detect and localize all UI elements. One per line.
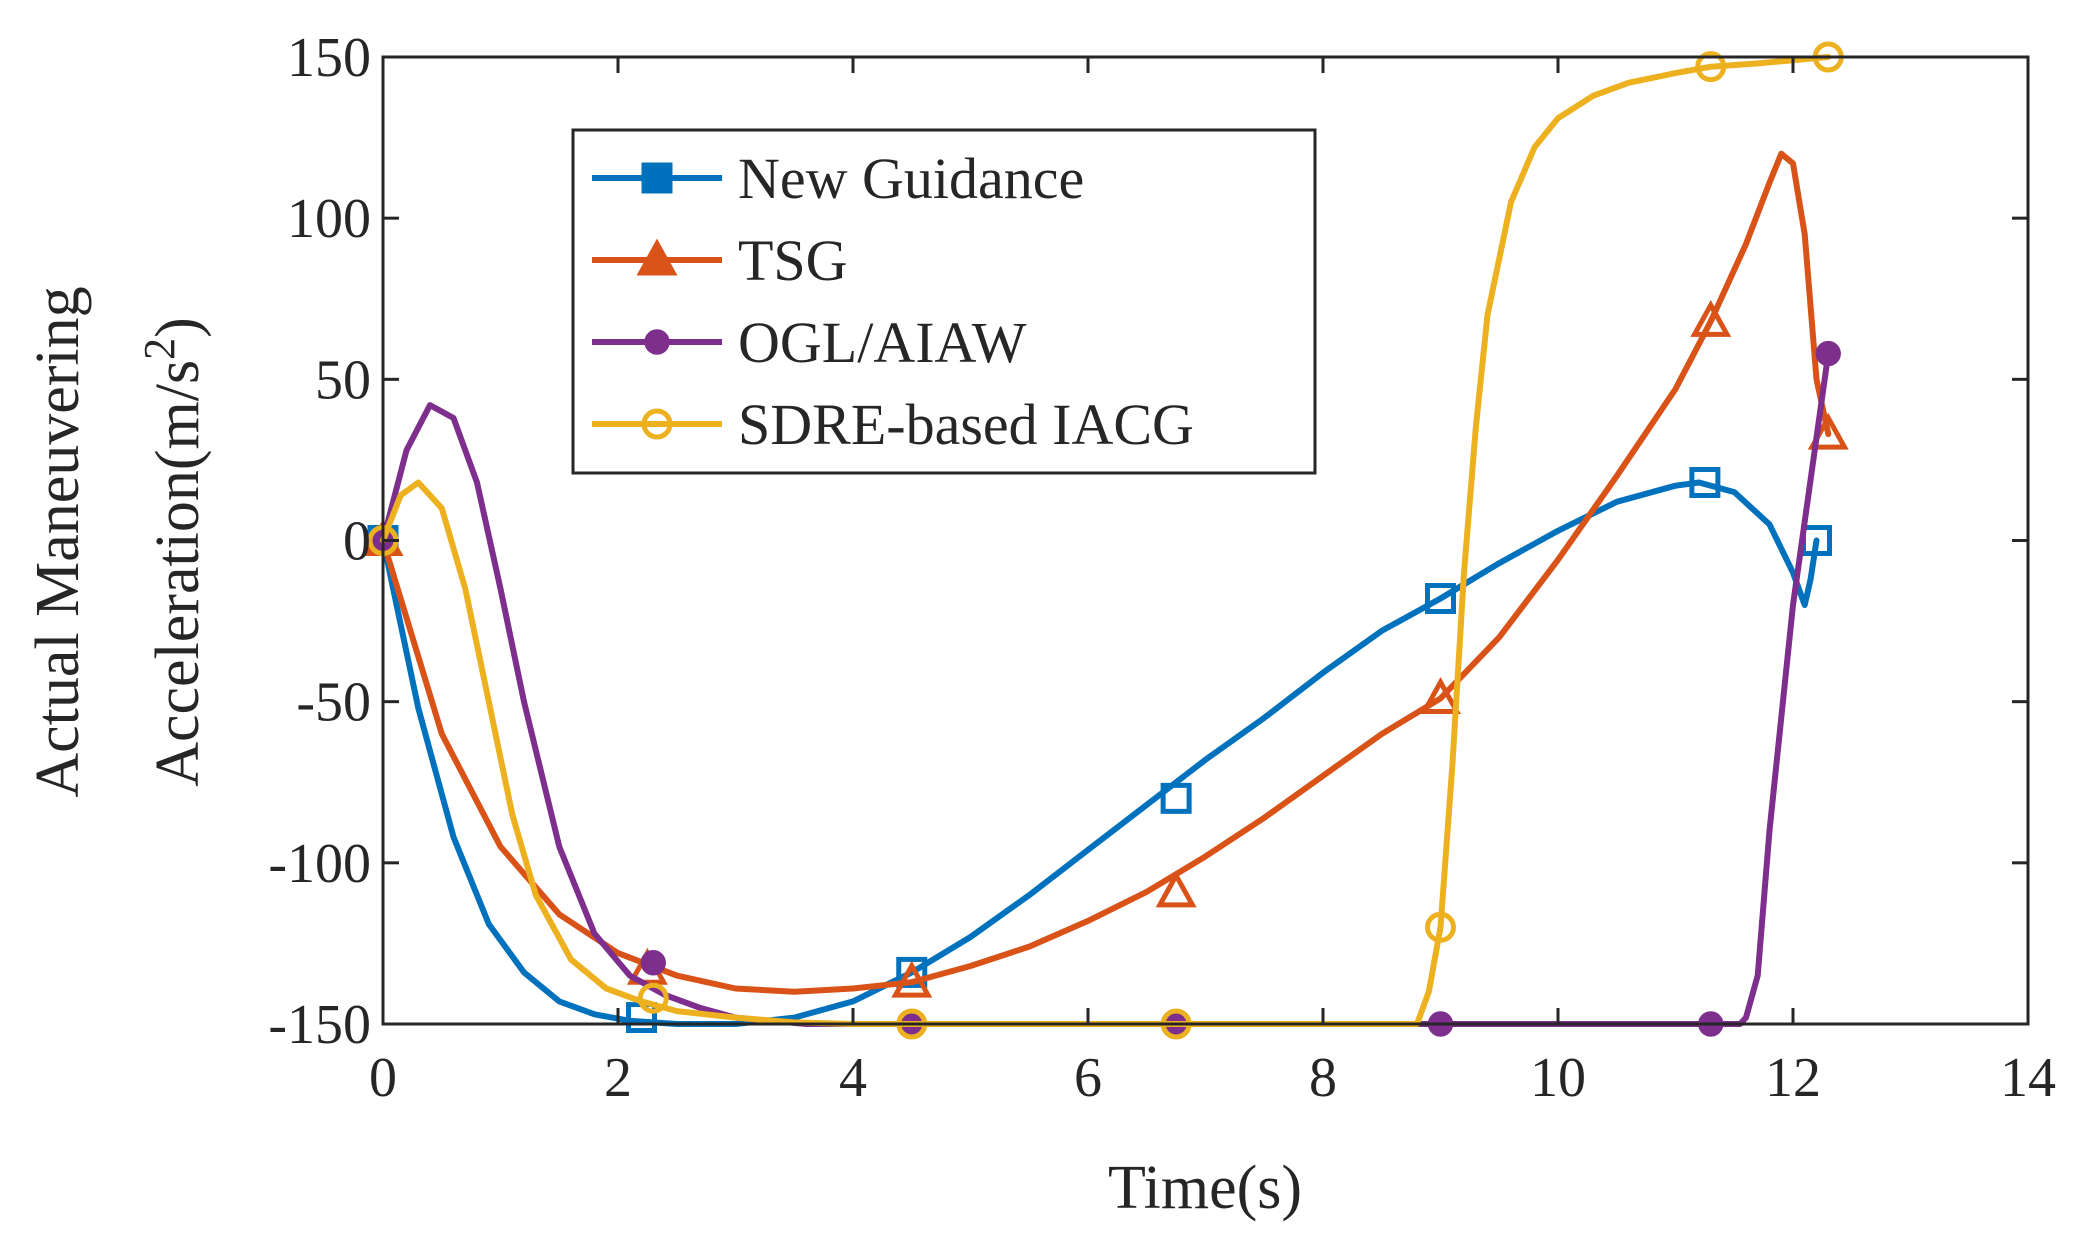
x-tick-label: 6	[1074, 1047, 1102, 1109]
y-tick-label: 150	[287, 27, 371, 89]
y-tick-label: -100	[268, 833, 371, 895]
series-marker	[1160, 782, 1192, 814]
x-tick-label: 0	[369, 1047, 397, 1109]
series-marker	[637, 982, 669, 1014]
x-tick-label: 12	[1765, 1047, 1821, 1109]
x-tick-label: 2	[604, 1047, 632, 1109]
y-tick-label: 0	[343, 511, 371, 573]
legend: New Guidance TSG OGL/AIAW SDRE-based IACG	[571, 128, 1317, 475]
y-tick-label: 50	[315, 349, 371, 411]
y-axis-label-line1: Actual Maneuvering	[24, 286, 92, 797]
y-axis-label-line2: Acceleration(m/s2)	[135, 317, 212, 787]
x-tick-label: 8	[1309, 1047, 1337, 1109]
series-marker	[1690, 299, 1732, 337]
series-marker	[1815, 340, 1841, 367]
series-marker	[1689, 466, 1721, 498]
legend-label: TSG	[738, 228, 848, 293]
legend-label: SDRE-based IACG	[738, 392, 1194, 457]
legend-marker	[641, 408, 673, 440]
legend-label: New Guidance	[738, 146, 1084, 211]
legend-marker	[644, 329, 670, 355]
series-marker	[896, 956, 928, 988]
legend-entry: TSG	[592, 228, 848, 293]
series-marker	[891, 960, 933, 998]
legend-entry: New Guidance	[592, 146, 1084, 211]
x-tick-label: 4	[839, 1047, 867, 1109]
y-tick-label: 100	[287, 188, 371, 250]
tick-layer: 0 2 4 6 8 10 12 14 150 100 50 0 -50 -100 -150	[268, 27, 2056, 1109]
legend-entry: OGL/AIAW	[592, 310, 1027, 375]
legend-marker	[641, 162, 673, 194]
legend-marker	[636, 238, 678, 276]
y-tick-label: -150	[268, 994, 371, 1056]
series-marker	[1425, 911, 1456, 943]
x-tick-label: 14	[2000, 1047, 2056, 1109]
series-new-guidance	[367, 466, 1832, 1034]
series-line	[380, 150, 1832, 995]
y-tick-label: -50	[296, 672, 371, 734]
legend-label: OGL/AIAW	[738, 310, 1027, 375]
series-marker	[640, 950, 666, 976]
series-marker	[1420, 677, 1461, 714]
legend-entry: SDRE-based IACG	[592, 392, 1194, 457]
x-tick-label: 10	[1530, 1047, 1586, 1109]
y-axis-label-superscript: 2	[135, 338, 184, 360]
legend-box	[571, 128, 1317, 475]
legend-entries: New Guidance TSG OGL/AIAW SDRE-based IACG	[592, 146, 1194, 457]
y-axis-label-close: )	[144, 317, 212, 338]
series-line	[380, 479, 1820, 1027]
series-marker	[1695, 51, 1727, 83]
series-marker	[1155, 870, 1197, 908]
x-axis-label: Time(s)	[1108, 1154, 1302, 1222]
series-marker	[1425, 583, 1456, 615]
y-axis-label-text: Acceleration(m/s	[144, 360, 212, 787]
